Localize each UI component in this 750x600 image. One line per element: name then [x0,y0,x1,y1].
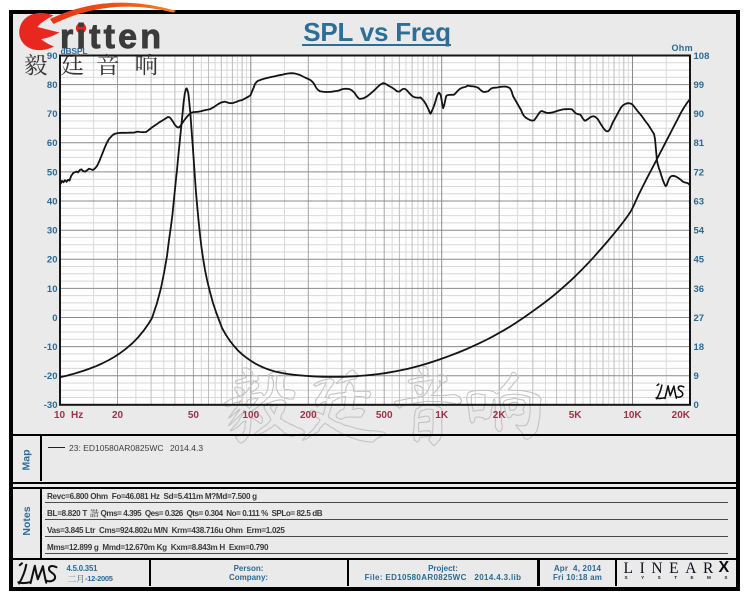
svg-text:90: 90 [694,109,705,120]
svg-text:63: 63 [694,196,705,207]
svg-text:90: 90 [47,51,58,62]
svg-text:60: 60 [47,138,58,149]
svg-text:45: 45 [694,255,705,266]
svg-text:50: 50 [47,167,58,178]
svg-text:80: 80 [47,80,58,91]
svg-text:54: 54 [694,226,705,237]
svg-text:0: 0 [694,400,699,411]
svg-text:20K: 20K [672,410,691,421]
svg-text:9: 9 [694,371,699,382]
svg-text:81: 81 [694,138,705,149]
svg-text:72: 72 [694,167,705,178]
svg-text:10: 10 [47,284,58,295]
svg-text:-10: -10 [44,342,58,353]
svg-text:Hz: Hz [71,410,83,421]
svg-text:200: 200 [300,410,317,421]
svg-text:1K: 1K [435,410,449,421]
svg-text:10: 10 [54,410,66,421]
svg-text:-20: -20 [44,371,58,382]
svg-text:70: 70 [47,109,58,120]
svg-text:108: 108 [694,51,710,62]
svg-text:500: 500 [376,410,393,421]
svg-text:99: 99 [694,80,705,91]
svg-text:30: 30 [47,226,58,237]
svg-text:20: 20 [47,255,58,266]
svg-text:18: 18 [694,342,705,353]
svg-text:2K: 2K [493,410,507,421]
svg-text:-30: -30 [44,400,58,411]
svg-text:40: 40 [47,196,58,207]
svg-text:27: 27 [694,313,705,324]
svg-text:100: 100 [242,410,259,421]
svg-text:10K: 10K [623,410,642,421]
svg-text:36: 36 [694,284,705,295]
svg-text:50: 50 [188,410,200,421]
svg-text:5K: 5K [569,410,583,421]
svg-text:0: 0 [52,313,57,324]
svg-text:20: 20 [112,410,124,421]
